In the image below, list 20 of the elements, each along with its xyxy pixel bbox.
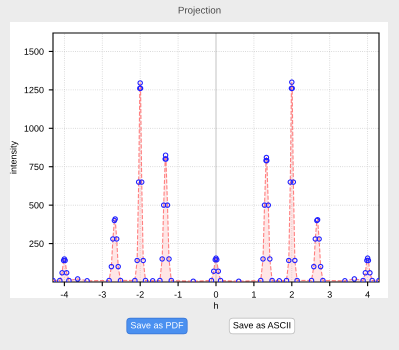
x-tick-label: 3: [328, 291, 332, 298]
x-tick-label: -1: [174, 291, 182, 298]
y-tick-label: 500: [29, 202, 44, 209]
x-tick-label: 4: [365, 291, 370, 298]
y-axis-title: intensity: [10, 140, 18, 174]
text: Save as ASCII: [233, 322, 290, 328]
chart-title: Projection: [178, 6, 220, 16]
y-tick-label: 250: [29, 240, 44, 247]
y-tick-label: 1250: [24, 86, 44, 94]
y-tick-label: 750: [29, 164, 44, 170]
x-tick-label: -2: [136, 291, 144, 298]
x-tick-label: 1: [252, 291, 256, 298]
x-tick-label: 2: [290, 291, 294, 298]
y-tick-label: 1000: [24, 125, 44, 132]
x-tick-label: 0: [214, 291, 218, 298]
y-tick-label: 1500: [24, 48, 44, 55]
x-axis-title: h: [214, 302, 218, 309]
x-tick-label: -3: [98, 291, 106, 298]
text: Save as PDF: [130, 322, 184, 328]
x-tick-label: -4: [60, 291, 68, 298]
